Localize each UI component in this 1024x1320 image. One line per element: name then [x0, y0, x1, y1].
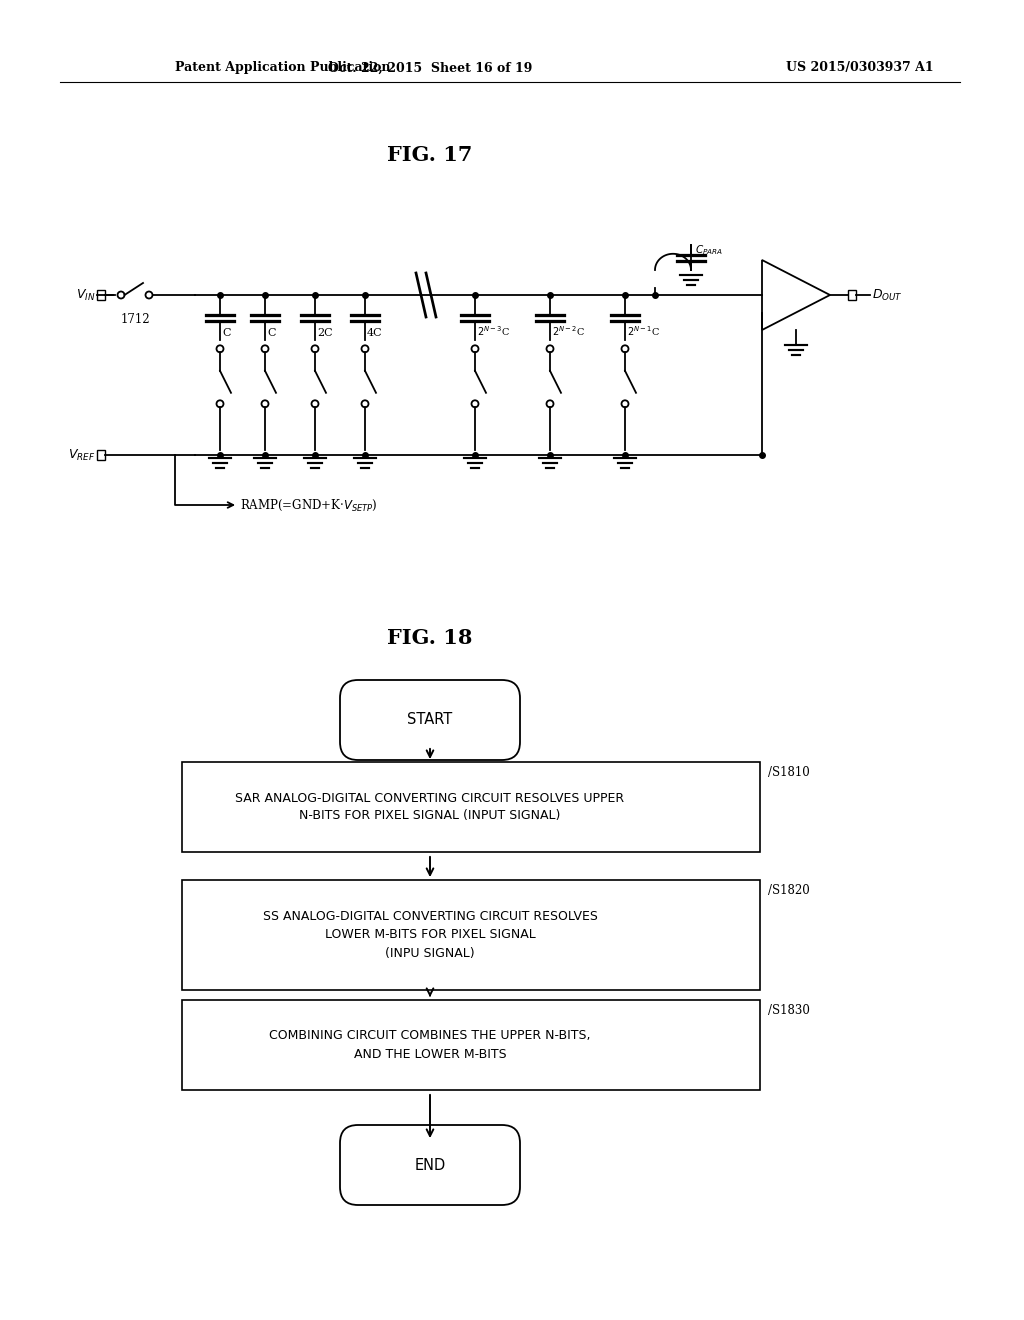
Text: US 2015/0303937 A1: US 2015/0303937 A1: [786, 62, 934, 74]
Text: /S1820: /S1820: [768, 884, 810, 898]
Text: /S1830: /S1830: [768, 1005, 810, 1016]
Text: END: END: [415, 1158, 445, 1172]
Text: 4C: 4C: [367, 327, 383, 338]
FancyBboxPatch shape: [340, 1125, 520, 1205]
Text: /S1810: /S1810: [768, 766, 810, 779]
Text: COMBINING CIRCUIT COMBINES THE UPPER N-BITS,
AND THE LOWER M-BITS: COMBINING CIRCUIT COMBINES THE UPPER N-B…: [269, 1030, 591, 1060]
Text: $2^{N-2}$C: $2^{N-2}$C: [552, 325, 586, 338]
Bar: [182, 1001, 760, 1090]
Text: Patent Application Publication: Patent Application Publication: [175, 62, 390, 74]
Text: SS ANALOG-DIGITAL CONVERTING CIRCUIT RESOLVES
LOWER M-BITS FOR PIXEL SIGNAL
(INP: SS ANALOG-DIGITAL CONVERTING CIRCUIT RES…: [262, 911, 597, 960]
Text: RAMP(=GND+K·$V_{SETP}$): RAMP(=GND+K·$V_{SETP}$): [240, 498, 378, 512]
Bar: [182, 762, 760, 851]
Text: FIG. 18: FIG. 18: [387, 628, 473, 648]
Text: C: C: [222, 327, 230, 338]
Text: C: C: [267, 327, 275, 338]
Text: START: START: [408, 713, 453, 727]
Text: $C_{PARA}$: $C_{PARA}$: [695, 243, 723, 257]
Text: $V_{IN}$: $V_{IN}$: [76, 288, 95, 302]
Text: $V_{REF}$: $V_{REF}$: [68, 447, 95, 462]
Text: $D_{OUT}$: $D_{OUT}$: [872, 288, 903, 302]
Text: $2^{N-1}$C: $2^{N-1}$C: [627, 325, 660, 338]
Bar: [848, 290, 856, 300]
Text: 2C: 2C: [317, 327, 333, 338]
Bar: [97, 290, 105, 300]
FancyBboxPatch shape: [340, 680, 520, 760]
Text: $2^{N-3}$C: $2^{N-3}$C: [477, 325, 510, 338]
Text: Oct. 22, 2015  Sheet 16 of 19: Oct. 22, 2015 Sheet 16 of 19: [328, 62, 532, 74]
Text: 1712: 1712: [120, 313, 150, 326]
Text: SAR ANALOG-DIGITAL CONVERTING CIRCUIT RESOLVES UPPER
N-BITS FOR PIXEL SIGNAL (IN: SAR ANALOG-DIGITAL CONVERTING CIRCUIT RE…: [236, 792, 625, 822]
Bar: [182, 880, 760, 990]
Text: FIG. 17: FIG. 17: [387, 145, 473, 165]
Bar: [97, 450, 105, 459]
